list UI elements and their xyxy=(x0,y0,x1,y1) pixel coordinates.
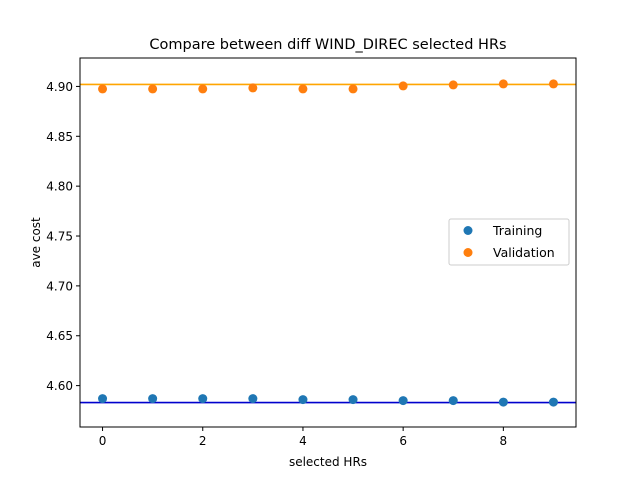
x-tick-label: 4 xyxy=(299,434,307,448)
legend-label-training: Training xyxy=(492,223,542,238)
y-tick-label: 4.60 xyxy=(46,379,73,393)
plot-frame xyxy=(79,57,577,428)
y-axis-ticks: 4.60 4.65 4.70 4.75 4.80 4.85 4.90 xyxy=(46,80,80,393)
y-tick-label: 4.80 xyxy=(46,180,73,194)
legend-marker-validation xyxy=(463,248,473,257)
validation-point xyxy=(398,81,408,91)
training-point xyxy=(498,397,508,407)
validation-point xyxy=(548,79,558,89)
training-point xyxy=(248,394,258,404)
validation-point xyxy=(98,84,108,94)
legend-box xyxy=(448,218,570,266)
validation-point xyxy=(498,79,508,89)
y-tick-label: 4.70 xyxy=(46,279,73,293)
training-point xyxy=(148,394,158,404)
y-axis-title: ave cost xyxy=(29,217,43,268)
validation-point xyxy=(348,84,358,94)
validation-point xyxy=(248,83,258,93)
validation-point xyxy=(298,84,308,94)
x-tick-label: 2 xyxy=(199,434,207,448)
training-point xyxy=(448,396,458,406)
training-point xyxy=(398,396,408,406)
training-point xyxy=(348,395,358,405)
x-tick-label: 8 xyxy=(500,434,508,448)
y-tick-label: 4.75 xyxy=(46,230,73,244)
x-axis-title: selected HRs xyxy=(289,455,367,469)
y-tick-label: 4.90 xyxy=(46,80,73,94)
legend: Training Validation xyxy=(448,218,570,266)
training-point xyxy=(98,394,108,404)
x-axis-ticks: 0 2 4 6 8 xyxy=(99,427,507,448)
chart-title: Compare between diff WIND_DIREC selected… xyxy=(149,37,506,53)
training-point xyxy=(198,394,208,404)
reference-lines xyxy=(80,83,576,404)
validation-point xyxy=(148,84,158,94)
data-points xyxy=(98,79,558,407)
validation-point xyxy=(198,84,208,94)
legend-label-validation: Validation xyxy=(493,245,555,260)
training-point xyxy=(298,395,308,405)
validation-point xyxy=(448,80,458,90)
training-point xyxy=(548,397,558,407)
legend-marker-training xyxy=(463,226,473,235)
x-tick-label: 0 xyxy=(99,434,107,448)
y-tick-label: 4.85 xyxy=(46,130,73,144)
x-tick-label: 6 xyxy=(399,434,407,448)
y-tick-label: 4.65 xyxy=(46,329,73,343)
